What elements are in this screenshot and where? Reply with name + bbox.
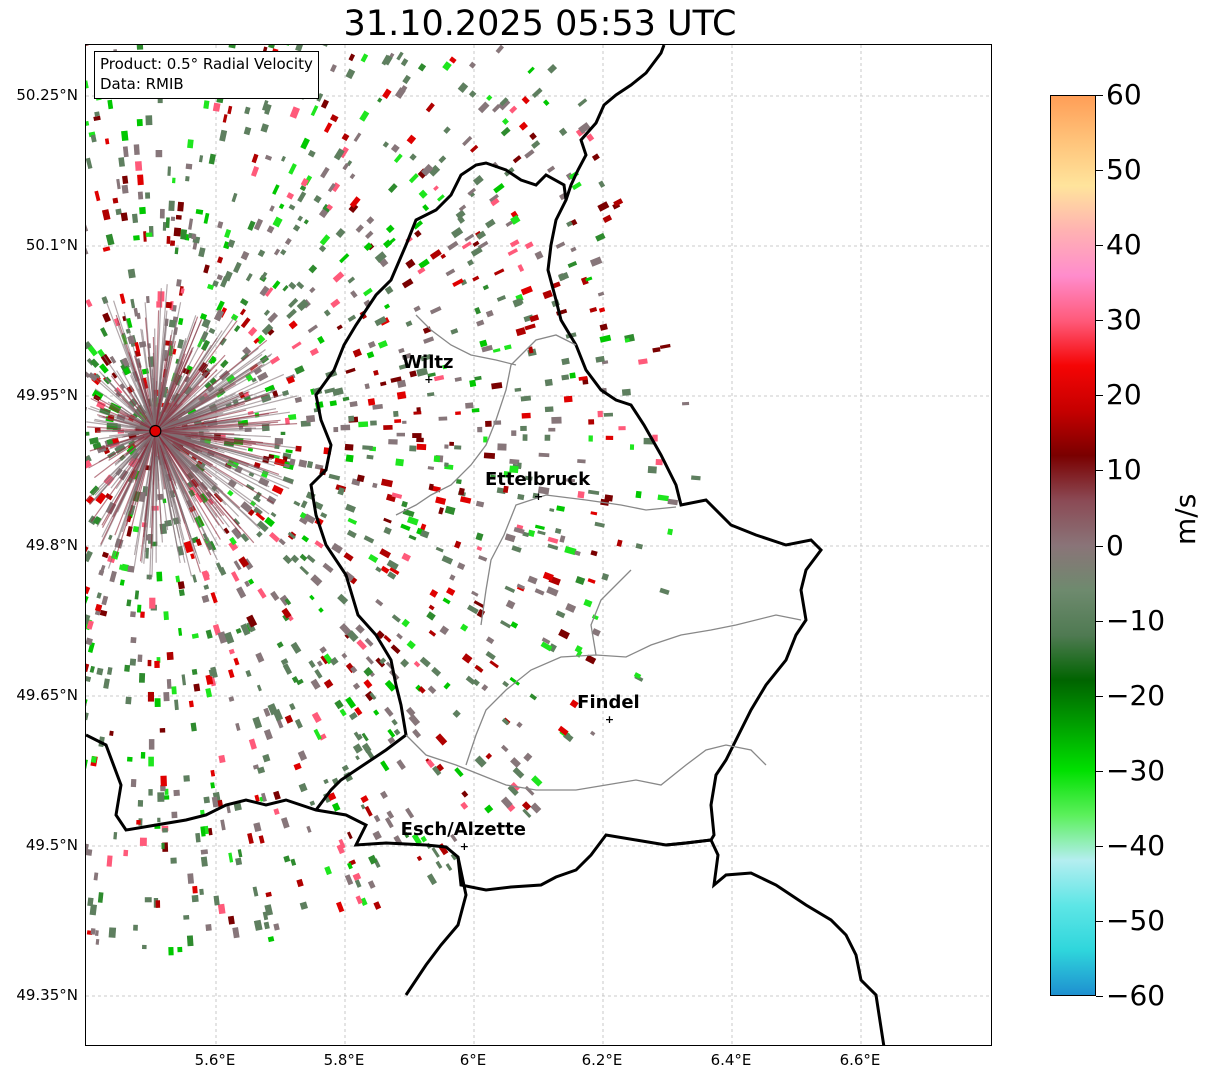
radar-map[interactable]: + + + + [85, 44, 992, 1046]
lat-tick-label: 50.25°N [16, 86, 78, 104]
radar-site-marker [149, 424, 162, 438]
colorbar-tick [1096, 920, 1103, 922]
lon-tick-label: 5.6°E [194, 1051, 236, 1069]
lat-tick-label: 49.35°N [16, 986, 78, 1004]
lon-tick-label: 6.6°E [839, 1051, 881, 1069]
country-border [86, 733, 886, 1045]
colorbar-tick-label: −50 [1106, 903, 1166, 937]
district-border [465, 614, 802, 766]
colorbar-tick [1096, 170, 1103, 172]
colorbar-tick [1096, 245, 1103, 247]
colorbar-tick [1096, 845, 1103, 847]
district-border [405, 734, 767, 791]
colorbar-unit-label: m/s [1169, 493, 1202, 545]
site-markers: + + + + [149, 373, 614, 853]
lon-tick-label: 6°E [459, 1051, 487, 1069]
lat-tick-label: 50.1°N [25, 236, 78, 254]
radar-echoes [86, 45, 701, 956]
colorbar-tick-label: 20 [1106, 378, 1142, 412]
city-marker: + [605, 713, 614, 726]
district-border [480, 494, 677, 626]
district-border [395, 334, 577, 516]
radar-map-canvas: + + + + [86, 45, 991, 1045]
colorbar-tick [1096, 996, 1103, 997]
district-border [415, 314, 517, 366]
colorbar-tick [1096, 320, 1103, 322]
colorbar-tick [1096, 695, 1103, 697]
data-source-label: Data: RMIB [100, 75, 184, 93]
colorbar-tick-label: −40 [1106, 828, 1166, 862]
colorbar-tick-label: −30 [1106, 753, 1166, 787]
borders [86, 45, 886, 1045]
colorbar-tick-label: 40 [1106, 228, 1142, 262]
colorbar-tick-label: 0 [1106, 528, 1124, 562]
colorbar-tick-label: −10 [1106, 603, 1166, 637]
colorbar-tick [1096, 545, 1103, 547]
grid-lines [86, 45, 991, 1045]
colorbar-tick-label: −20 [1106, 678, 1166, 712]
colorbar-tick-label: 60 [1106, 78, 1142, 111]
colorbar-tick [1096, 470, 1103, 472]
country-border [404, 856, 468, 996]
colorbar-tick-label: 10 [1106, 453, 1142, 487]
colorbar-tick [1096, 95, 1103, 96]
lat-tick-label: 49.8°N [25, 536, 78, 554]
germany-border [564, 45, 666, 201]
colorbar-tick [1096, 395, 1103, 397]
lon-tick-label: 5.8°E [323, 1051, 365, 1069]
product-info-box: Product: 0.5° Radial Velocity Data: RMIB [94, 51, 319, 99]
city-marker: + [424, 373, 433, 386]
city-label: Esch/Alzette [400, 819, 526, 840]
city-label: Findel [577, 692, 640, 713]
luxembourg-border [309, 161, 823, 847]
map-title: 31.10.2025 05:53 UTC [343, 4, 737, 44]
lat-tick-label: 49.5°N [25, 836, 78, 854]
city-marker: + [460, 840, 469, 853]
lon-tick-label: 6.2°E [581, 1051, 623, 1069]
colorbar-tick-label: 30 [1106, 303, 1142, 337]
city-marker: + [534, 490, 543, 503]
colorbar-tick-label: −60 [1106, 979, 1166, 1012]
district-border [590, 569, 632, 656]
city-label: Wiltz [402, 352, 454, 373]
city-label: Ettelbruck [484, 469, 591, 490]
colorbar-tick [1096, 770, 1103, 772]
lat-tick-label: 49.65°N [16, 686, 78, 704]
product-label: Product: 0.5° Radial Velocity [100, 55, 313, 73]
colorbar-tick [1096, 620, 1103, 622]
lon-tick-label: 6.4°E [710, 1051, 752, 1069]
velocity-colorbar [1050, 95, 1096, 996]
lat-tick-label: 49.95°N [16, 386, 78, 404]
colorbar-tick-label: 50 [1106, 153, 1142, 187]
